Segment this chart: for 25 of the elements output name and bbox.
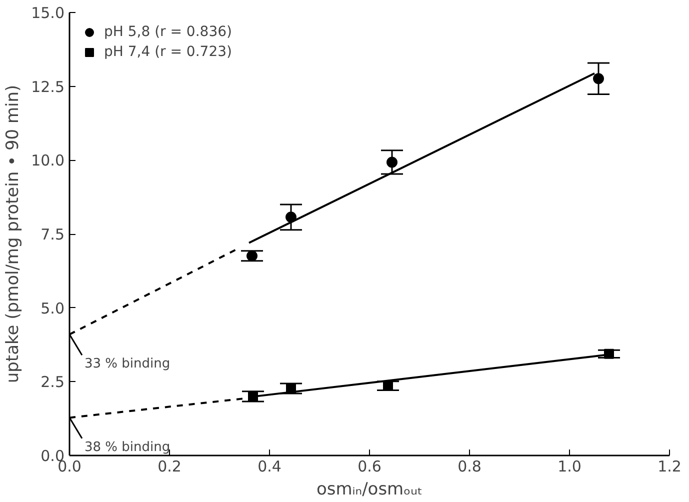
y-tick-label: 5.0 bbox=[40, 299, 65, 318]
y-tick-label: 7.5 bbox=[40, 226, 65, 244]
point bbox=[248, 391, 258, 402]
point bbox=[604, 348, 614, 359]
x-tick-label: 1.0 bbox=[558, 458, 582, 476]
legend-label: pH 7,4 (r = 0.723) bbox=[104, 44, 232, 60]
point bbox=[383, 380, 393, 391]
y-axis-title: uptake (pmol/mg protein • 90 min) bbox=[3, 84, 24, 384]
point bbox=[286, 212, 296, 223]
point bbox=[386, 156, 398, 168]
x-tick-label: 0.8 bbox=[458, 458, 482, 476]
point bbox=[246, 250, 258, 262]
y-tick-label: 15.0 bbox=[31, 4, 65, 22]
x-tick-label: 0.2 bbox=[158, 458, 182, 476]
point bbox=[593, 73, 604, 84]
annotation: 38 % binding bbox=[84, 440, 170, 455]
x-tick-label: 0.6 bbox=[358, 458, 382, 476]
x-tick-label: 0.4 bbox=[258, 458, 282, 476]
x-tick-label: 1.2 bbox=[658, 458, 682, 476]
y-tick-label: 2.5 bbox=[40, 373, 65, 392]
y-tick-label: 12.5 bbox=[31, 78, 65, 96]
y-tick-label: 10.0 bbox=[31, 152, 65, 170]
legend-label: pH 5,8 (r = 0.836) bbox=[104, 24, 232, 40]
x-axis-title: osmᵢₙ/osmₒᵤₜ bbox=[316, 480, 423, 500]
annotation: 33 % binding bbox=[84, 356, 170, 372]
